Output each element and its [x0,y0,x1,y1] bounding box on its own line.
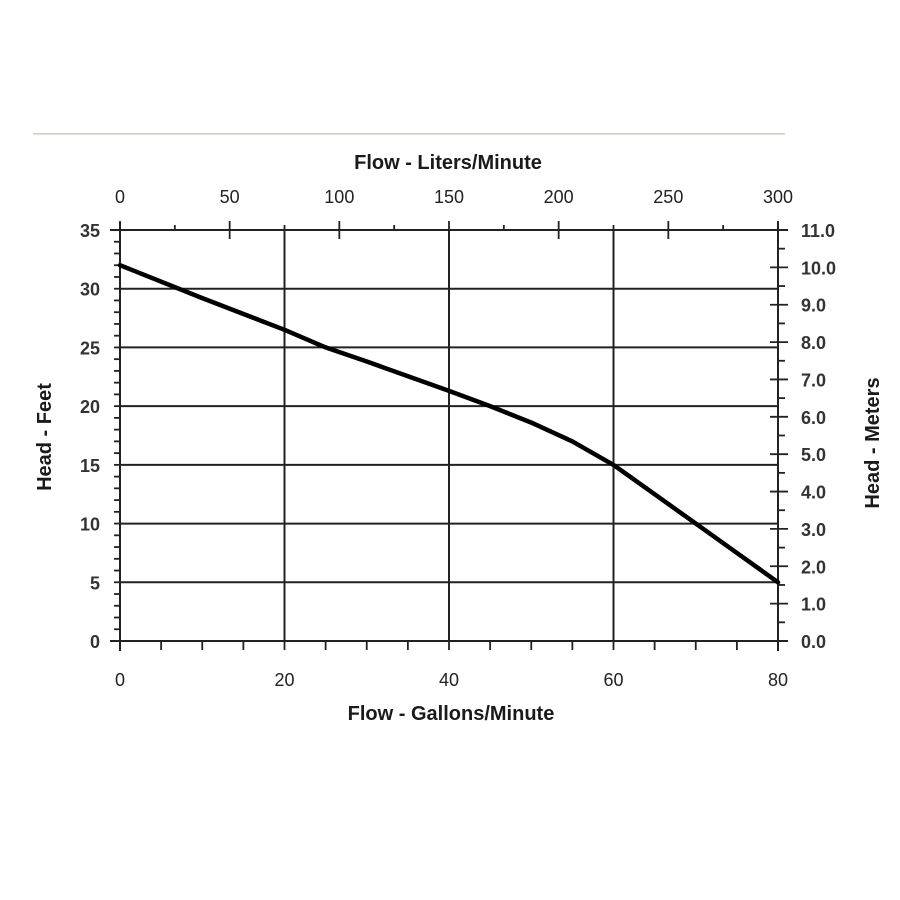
x2-tick-label: 150 [434,187,464,207]
x-tick-label: 0 [115,670,125,690]
header-divider [33,133,785,135]
x-tick-label: 60 [603,670,623,690]
y2-tick-label: 5.0 [801,445,826,465]
y-tick-label: 5 [90,573,100,593]
x2-tick-label: 0 [115,187,125,207]
y2-axis-title: Head - Meters [862,377,884,508]
y2-tick-label: 3.0 [801,520,826,540]
y-tick-label: 30 [80,280,100,300]
x2-tick-label: 100 [324,187,354,207]
pump-curve-line [117,262,781,585]
x2-axis-title: Flow - Liters/Minute [354,152,542,174]
y-tick-label: 25 [80,338,100,358]
y2-tick-label: 9.0 [801,296,826,316]
y2-tick-label: 8.0 [801,333,826,353]
y-axis-title: Head - Feet [34,383,56,491]
x2-tick-label: 250 [653,187,683,207]
y-tick-label: 35 [80,221,100,241]
x2-tick-label: 200 [544,187,574,207]
y2-tick-label: 7.0 [801,370,826,390]
x-tick-label: 40 [439,670,459,690]
y2-tick-label: 6.0 [801,408,826,428]
y2-tick-label: 10.0 [801,258,836,278]
y-tick-label: 0 [90,632,100,652]
x-tick-label: 80 [768,670,788,690]
y2-tick-label: 0.0 [801,632,826,652]
y-tick-label: 10 [80,515,100,535]
gridlines [119,229,779,642]
x2-tick-label: 300 [763,187,793,207]
y-tick-label: 20 [80,397,100,417]
x-tick-label: 20 [274,670,294,690]
y2-tick-label: 1.0 [801,595,826,615]
tick-labels: 0 20 40 60 80 0 50 100 150 200 250 300 0 5 10 15 20 25 30 3… [80,187,836,690]
y2-tick-label: 11.0 [801,221,835,241]
y2-tick-label: 2.0 [801,557,826,577]
tick-marks [114,221,788,650]
y2-tick-label: 4.0 [801,483,826,503]
x2-tick-label: 50 [220,187,240,207]
x-axis-title: Flow - Gallons/Minute [348,703,555,725]
y-tick-label: 15 [80,456,100,476]
